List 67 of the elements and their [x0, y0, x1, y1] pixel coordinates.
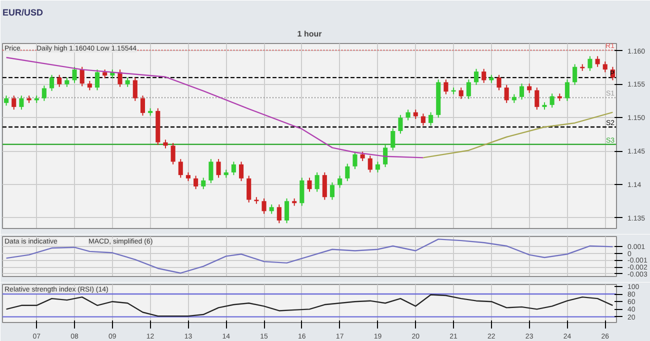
candlestick — [345, 163, 350, 182]
candlestick — [595, 56, 600, 68]
candlestick — [527, 83, 532, 94]
candlestick — [19, 95, 24, 110]
candlestick — [496, 74, 502, 91]
candlestick — [42, 85, 46, 102]
candlestick — [398, 114, 403, 134]
candlestick — [482, 68, 486, 84]
candlestick — [428, 112, 434, 126]
candlestick — [360, 151, 365, 162]
candlestick — [262, 198, 266, 214]
candlestick — [50, 74, 54, 92]
chart-title: EUR/USD — [2, 8, 44, 18]
line-series — [6, 238, 614, 274]
candlestick — [239, 161, 244, 182]
candlestick — [194, 175, 198, 190]
candlestick — [588, 56, 592, 72]
candlestick — [420, 113, 426, 126]
candlestick — [72, 66, 77, 84]
candlestick — [284, 198, 290, 224]
candlestick — [466, 79, 471, 100]
candlestick — [572, 64, 578, 86]
candlestick — [300, 177, 304, 206]
candlestick — [474, 68, 479, 86]
candlestick — [201, 177, 206, 190]
candlestick — [125, 77, 130, 88]
candlestick — [276, 204, 282, 224]
candlestick — [383, 144, 388, 168]
candlestick — [132, 77, 138, 102]
candlestick — [178, 158, 183, 178]
candlestick — [519, 83, 524, 100]
candlestick — [57, 74, 62, 88]
candlestick — [170, 142, 176, 165]
candlestick — [375, 161, 380, 173]
candlestick — [269, 204, 274, 214]
candlestick — [208, 158, 214, 184]
candlestick — [406, 109, 410, 121]
candlestick — [534, 87, 540, 110]
candlestick — [602, 61, 608, 73]
candlestick — [87, 80, 92, 91]
line-series — [422, 112, 614, 158]
candlestick — [458, 87, 464, 100]
chart-subtitle: 1 hour — [297, 30, 322, 38]
candlestick — [338, 175, 342, 188]
candlestick — [368, 155, 372, 173]
candlestick — [140, 95, 146, 116]
candlestick — [322, 172, 327, 200]
line-series — [6, 294, 614, 317]
candlestick — [231, 161, 236, 176]
candlestick — [4, 95, 9, 106]
candlestick — [314, 172, 320, 192]
candlestick — [118, 69, 122, 88]
candlestick — [550, 93, 554, 108]
candlestick — [216, 158, 221, 178]
candlestick — [307, 177, 312, 192]
candlestick — [94, 69, 100, 91]
candlestick — [246, 175, 252, 203]
candlestick — [352, 151, 358, 170]
candlestick — [330, 182, 335, 200]
candlestick — [80, 66, 84, 87]
candlestick — [413, 109, 418, 120]
candlestick — [564, 79, 570, 102]
candlestick — [504, 84, 509, 104]
candlestick — [64, 77, 70, 88]
candlestick — [444, 79, 448, 95]
candlestick — [390, 128, 396, 151]
candlestick — [12, 95, 16, 110]
